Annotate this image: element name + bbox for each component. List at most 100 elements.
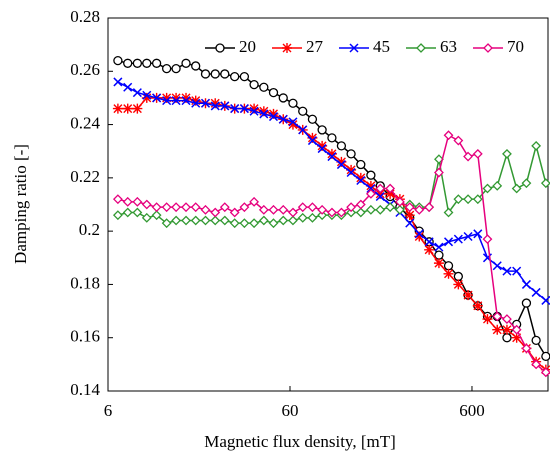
marker: [181, 58, 191, 68]
legend-marker: [483, 43, 493, 53]
marker: [355, 207, 366, 218]
marker: [171, 96, 181, 106]
x-tick-label: 6: [104, 401, 113, 420]
marker: [531, 287, 541, 297]
marker: [200, 204, 211, 215]
marker: [317, 144, 327, 154]
marker: [336, 160, 346, 170]
marker: [424, 202, 435, 213]
marker: [443, 261, 454, 271]
x-tick-label: 60: [281, 401, 298, 420]
marker: [346, 202, 357, 213]
marker: [268, 87, 279, 98]
legend-marker: [416, 43, 426, 53]
marker: [190, 95, 201, 106]
marker: [482, 183, 493, 194]
marker: [229, 218, 240, 229]
marker: [501, 324, 512, 335]
y-tick-label: 0.24: [70, 113, 100, 132]
marker: [307, 202, 318, 213]
marker: [268, 204, 279, 215]
marker: [472, 300, 483, 311]
marker: [473, 229, 483, 239]
marker: [278, 114, 288, 124]
marker: [239, 71, 250, 82]
marker: [258, 215, 269, 226]
legend-marker: [349, 43, 359, 53]
marker: [317, 204, 328, 215]
marker: [453, 194, 464, 205]
marker: [239, 202, 250, 213]
marker: [142, 58, 152, 68]
marker: [521, 343, 532, 354]
marker: [502, 148, 512, 159]
marker: [190, 215, 201, 226]
marker: [122, 196, 133, 207]
marker: [327, 133, 337, 143]
marker: [181, 92, 192, 103]
marker: [171, 202, 182, 213]
marker: [112, 103, 123, 114]
marker: [521, 279, 531, 289]
marker: [365, 188, 376, 199]
y-tick-label: 0.26: [70, 60, 100, 79]
y-tick-label: 0.16: [70, 327, 100, 346]
marker: [463, 194, 473, 205]
marker: [268, 218, 279, 229]
marker: [336, 141, 347, 151]
marker: [161, 218, 172, 229]
marker: [181, 96, 191, 106]
marker: [375, 204, 386, 215]
marker: [181, 202, 191, 213]
marker: [472, 148, 483, 159]
marker: [297, 212, 308, 223]
marker: [122, 103, 133, 114]
marker: [453, 135, 464, 146]
x-tick-label: 600: [459, 401, 485, 420]
marker: [141, 212, 152, 223]
marker: [405, 218, 415, 228]
marker: [112, 194, 123, 205]
marker: [434, 242, 444, 252]
marker: [190, 202, 201, 213]
marker: [355, 199, 366, 210]
marker: [385, 188, 396, 199]
marker: [307, 136, 317, 146]
marker: [161, 92, 172, 103]
y-axis-label: Damping ratio [-]: [11, 144, 30, 264]
marker: [278, 204, 289, 215]
marker: [375, 183, 386, 194]
marker: [326, 148, 337, 159]
marker: [123, 58, 133, 68]
legend-marker: [215, 43, 225, 53]
marker: [230, 71, 240, 82]
marker: [336, 156, 347, 167]
marker: [521, 178, 532, 189]
legend-label: 45: [373, 37, 390, 56]
marker: [171, 63, 181, 74]
marker: [327, 152, 337, 162]
marker: [482, 314, 493, 325]
marker: [424, 244, 435, 255]
marker: [191, 61, 201, 71]
marker: [385, 202, 396, 213]
marker: [365, 204, 376, 215]
marker: [181, 215, 191, 226]
marker: [453, 271, 464, 282]
marker: [132, 207, 143, 218]
marker: [375, 191, 385, 202]
marker: [346, 207, 357, 218]
marker: [307, 132, 318, 143]
marker: [141, 199, 152, 210]
marker: [151, 202, 162, 213]
marker: [219, 215, 230, 226]
marker: [404, 202, 415, 213]
marker: [365, 180, 376, 191]
marker: [356, 159, 366, 170]
x-axis-label: Magnetic flux density, [mT]: [204, 432, 396, 451]
marker: [414, 231, 425, 242]
marker: [258, 106, 269, 117]
marker: [249, 103, 260, 114]
marker: [112, 210, 123, 221]
